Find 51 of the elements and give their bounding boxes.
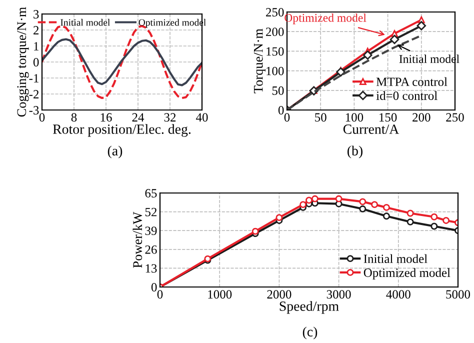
legend-label: Optimized model	[364, 268, 450, 280]
y-tick-label: 39	[145, 226, 157, 236]
y-tick-label: 13	[146, 264, 157, 273]
legend-label: Initial model	[364, 254, 428, 264]
x-tick-label: 1000	[208, 290, 232, 299]
text: (a)	[108, 146, 122, 158]
x-tick-label: 0	[157, 290, 163, 299]
x-tick-label: 8	[71, 113, 77, 122]
x-tick-label: 0	[284, 113, 290, 122]
y-tick-label: 26	[145, 245, 157, 254]
x-axis-title: Speed/rpm	[280, 301, 339, 314]
x-tick-label: 200	[412, 113, 430, 122]
x-axis-title: Current/A	[343, 124, 400, 134]
x-tick-label: 5000	[446, 290, 470, 299]
y-tick-label: 200	[266, 28, 284, 36]
text: (b)	[348, 146, 362, 158]
x-tick-label: 100	[346, 113, 364, 122]
x-tick-label: 150	[380, 113, 397, 122]
y-tick-label: -2	[29, 90, 39, 98]
x-tick-label: 24	[132, 113, 144, 122]
x-axis-title: Rotor position/Elec. deg.	[52, 124, 191, 137]
x-tick-label: 4000	[386, 290, 410, 299]
y-tick-label: 250	[266, 8, 284, 16]
y-tick-label: 100	[266, 66, 284, 76]
text: (c)	[302, 326, 318, 340]
y-axis-title: Cogging torque/N·m	[17, 7, 29, 117]
x-tick-label: 2000	[267, 290, 292, 299]
x-tick-label: 16	[100, 113, 112, 122]
legend-label: MTPA control	[376, 77, 448, 86]
x-tick-label: 40	[196, 113, 208, 122]
y-tick-label: 0	[33, 58, 39, 66]
y-tick-label: 0	[151, 283, 157, 292]
x-tick-label: 250	[446, 113, 464, 122]
x-tick-label: 3000	[326, 290, 351, 299]
y-tick-label: 65	[145, 189, 157, 198]
x-tick-label: 50	[315, 113, 326, 122]
x-tick-label: 0	[39, 113, 45, 122]
x-tick-label: 32	[164, 113, 176, 122]
series-label: Initial model	[60, 18, 110, 26]
y-tick-label: 52	[145, 208, 157, 216]
y-tick-label: 1	[34, 42, 38, 50]
y-tick-label: 2	[34, 26, 39, 34]
y-tick-label: -1	[29, 74, 38, 82]
y-axis-title: Power/kW	[132, 212, 142, 268]
y-tick-label: 3	[34, 10, 39, 18]
y-tick-label: 50	[272, 86, 284, 95]
y-tick-label: 150	[266, 47, 284, 56]
y-axis-title: Torque/N·m	[254, 28, 266, 94]
y-tick-label: 0	[278, 106, 284, 114]
y-tick-label: -3	[29, 106, 39, 114]
legend-label: id=0 control	[376, 91, 438, 100]
